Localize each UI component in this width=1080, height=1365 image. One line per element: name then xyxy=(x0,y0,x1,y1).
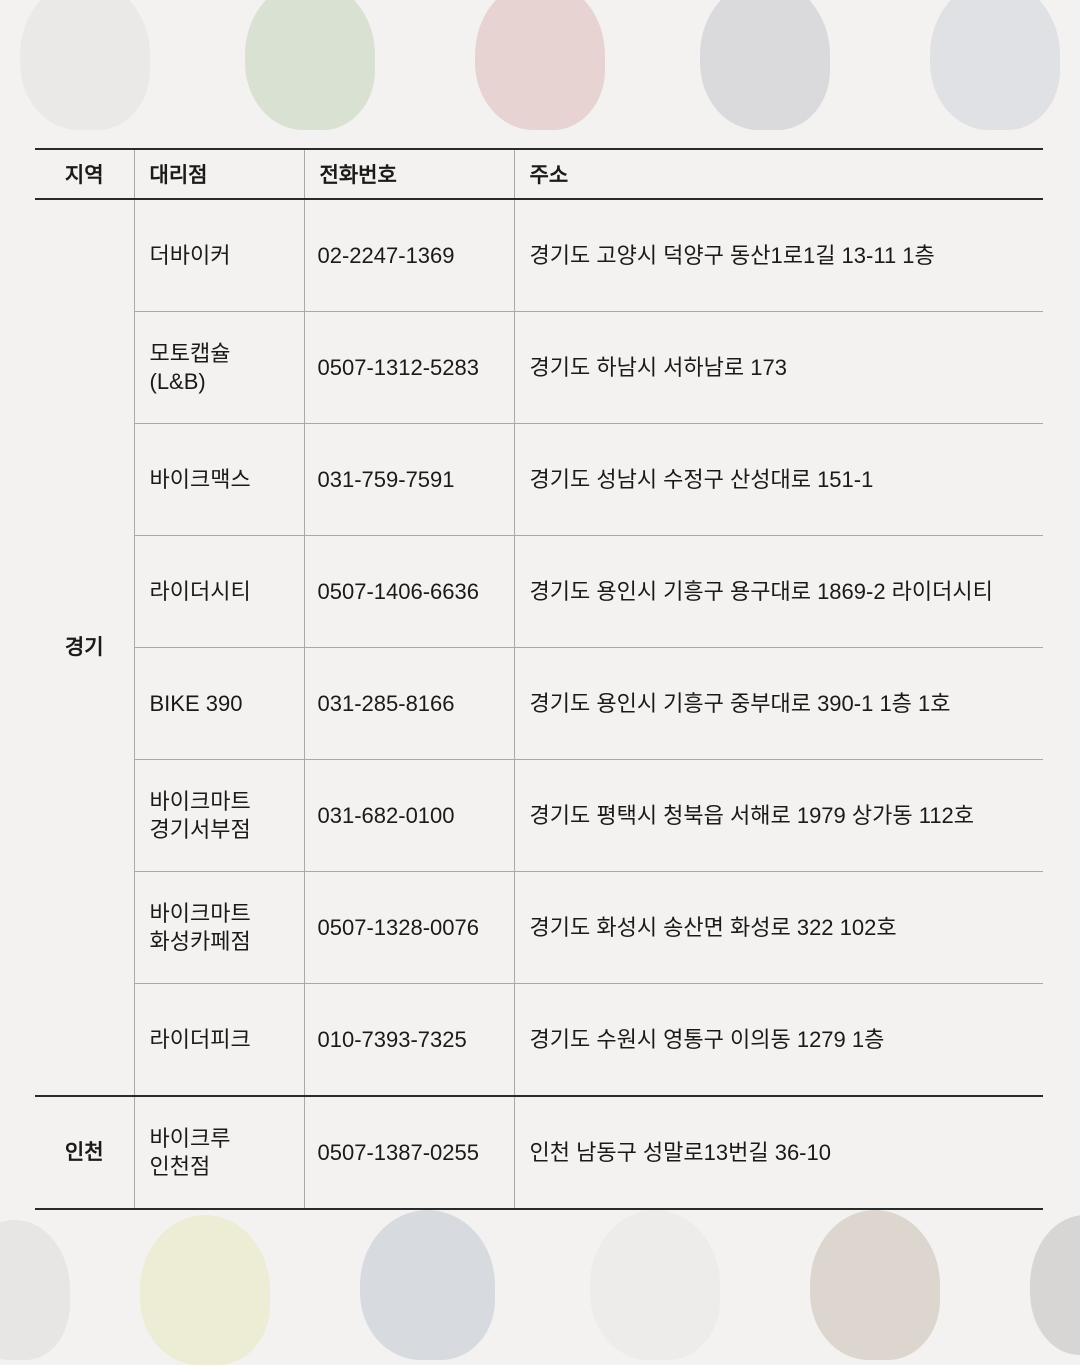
phone-cell: 031-759-7591 xyxy=(303,423,514,536)
helmet-image xyxy=(245,0,375,130)
address-cell: 경기도 용인시 기흥구 중부대로 390-1 1층 1호 xyxy=(513,647,1043,760)
phone-cell: 0507-1406-6636 xyxy=(303,535,514,648)
header-dealer: 대리점 xyxy=(133,148,304,200)
dealer-cell: 라이더피크 xyxy=(133,983,304,1097)
header-region: 지역 xyxy=(35,148,134,200)
helmet-image xyxy=(20,0,150,130)
table-header: 지역 대리점 전화번호 주소 xyxy=(35,148,1043,200)
region-cell: 경기 xyxy=(35,199,134,1097)
phone-cell: 0507-1387-0255 xyxy=(303,1096,514,1210)
table-row: 라이더시티 0507-1406-6636 경기도 용인시 기흥구 용구대로 1869… xyxy=(35,535,1043,648)
table-row: BIKE 390 031-285-8166 경기도 용인시 기흥구 중부대로 390… xyxy=(35,647,1043,760)
phone-cell: 02-2247-1369 xyxy=(303,199,514,312)
table-row: 바이크마트 화성카페점 0507-1328-0076 경기도 화성시 송산면 화성로… xyxy=(35,871,1043,984)
dealer-cell: 바이크마트 경기서부점 xyxy=(133,759,304,872)
address-cell: 경기도 수원시 영통구 이의동 1279 1층 xyxy=(513,983,1043,1097)
header-address: 주소 xyxy=(513,148,1043,200)
dealer-cell: 바이크마트 화성카페점 xyxy=(133,871,304,984)
address-cell: 경기도 하남시 서하남로 173 xyxy=(513,311,1043,424)
phone-cell: 031-682-0100 xyxy=(303,759,514,872)
dealer-cell: 더바이커 xyxy=(133,199,304,312)
table-row: 라이더피크 010-7393-7325 경기도 수원시 영통구 이의동 1279 1… xyxy=(35,983,1043,1097)
helmet-image xyxy=(590,1210,720,1360)
phone-cell: 0507-1312-5283 xyxy=(303,311,514,424)
dealer-table: 지역 대리점 전화번호 주소 경기 더바이커 02-2247-1369 경기도 고양시… xyxy=(35,148,1043,1210)
helmet-image xyxy=(140,1215,270,1365)
address-cell: 경기도 용인시 기흥구 용구대로 1869-2 라이더시티 xyxy=(513,535,1043,648)
region-cell: 인천 xyxy=(35,1096,134,1210)
helmet-image xyxy=(810,1210,940,1360)
table-row: 모토캡슐 (L&B) 0507-1312-5283 경기도 하남시 서하남로 173 xyxy=(35,311,1043,424)
address-cell: 경기도 성남시 수정구 산성대로 151-1 xyxy=(513,423,1043,536)
header-phone: 전화번호 xyxy=(303,148,514,200)
address-cell: 경기도 화성시 송산면 화성로 322 102호 xyxy=(513,871,1043,984)
helmet-image xyxy=(700,0,830,130)
address-cell: 경기도 고양시 덕양구 동산1로1길 13-11 1층 xyxy=(513,199,1043,312)
table-row: 바이크맥스 031-759-7591 경기도 성남시 수정구 산성대로 151-1 xyxy=(35,423,1043,536)
table-row: 경기 더바이커 02-2247-1369 경기도 고양시 덕양구 동산1로1길 13-… xyxy=(35,199,1043,1097)
table-row: 인천 바이크루 인천점 0507-1387-0255 인천 남동구 성말로13번길 3… xyxy=(35,1096,1043,1210)
dealer-cell: 모토캡슐 (L&B) xyxy=(133,311,304,424)
helmet-image xyxy=(930,0,1060,130)
dealer-cell: 바이크맥스 xyxy=(133,423,304,536)
phone-cell: 031-285-8166 xyxy=(303,647,514,760)
helmet-image xyxy=(1030,1215,1080,1355)
dealer-cell: 바이크루 인천점 xyxy=(133,1096,304,1210)
phone-cell: 010-7393-7325 xyxy=(303,983,514,1097)
dealer-cell: 라이더시티 xyxy=(133,535,304,648)
address-cell: 경기도 평택시 청북읍 서해로 1979 상가동 112호 xyxy=(513,759,1043,872)
phone-cell: 0507-1328-0076 xyxy=(303,871,514,984)
helmet-image xyxy=(360,1210,495,1360)
helmet-image xyxy=(475,0,605,130)
table-row: 바이크마트 경기서부점 031-682-0100 경기도 평택시 청북읍 서해로 1… xyxy=(35,759,1043,872)
address-cell: 인천 남동구 성말로13번길 36-10 xyxy=(513,1096,1043,1210)
dealer-cell: BIKE 390 xyxy=(133,647,304,760)
helmet-image xyxy=(0,1220,70,1360)
